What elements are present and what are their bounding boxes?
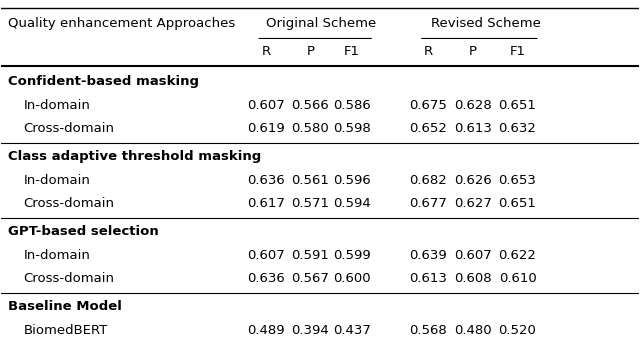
Text: 0.394: 0.394 [292, 324, 330, 337]
Text: In-domain: In-domain [24, 174, 91, 187]
Text: Cross-domain: Cross-domain [24, 197, 115, 210]
Text: 0.566: 0.566 [292, 98, 330, 112]
Text: 0.622: 0.622 [499, 249, 536, 262]
Text: 0.607: 0.607 [247, 98, 285, 112]
Text: 0.626: 0.626 [454, 174, 492, 187]
Text: Baseline Model: Baseline Model [8, 300, 122, 313]
Text: 0.632: 0.632 [499, 122, 536, 135]
Text: F1: F1 [344, 45, 360, 58]
Text: 0.599: 0.599 [333, 249, 371, 262]
Text: 0.568: 0.568 [410, 324, 447, 337]
Text: Quality enhancement Approaches: Quality enhancement Approaches [8, 18, 235, 30]
Text: 0.598: 0.598 [333, 122, 371, 135]
Text: Revised Scheme: Revised Scheme [431, 18, 541, 30]
Text: 0.639: 0.639 [410, 249, 447, 262]
Text: Cross-domain: Cross-domain [24, 122, 115, 135]
Text: Confident-based masking: Confident-based masking [8, 75, 199, 88]
Text: GPT-based selection: GPT-based selection [8, 225, 159, 238]
Text: 0.437: 0.437 [333, 324, 371, 337]
Text: 0.613: 0.613 [410, 272, 447, 285]
Text: 0.652: 0.652 [410, 122, 447, 135]
Text: 0.571: 0.571 [291, 197, 330, 210]
Text: Class adaptive threshold masking: Class adaptive threshold masking [8, 150, 261, 163]
Text: R: R [424, 45, 433, 58]
Text: 0.627: 0.627 [454, 197, 492, 210]
Text: 0.651: 0.651 [499, 197, 536, 210]
Text: BiomedBERT: BiomedBERT [24, 324, 108, 337]
Text: 0.651: 0.651 [499, 98, 536, 112]
Text: In-domain: In-domain [24, 98, 91, 112]
Text: 0.594: 0.594 [333, 197, 371, 210]
Text: P: P [469, 45, 477, 58]
Text: 0.591: 0.591 [291, 249, 330, 262]
Text: P: P [307, 45, 314, 58]
Text: 0.561: 0.561 [291, 174, 330, 187]
Text: 0.617: 0.617 [247, 197, 285, 210]
Text: 0.586: 0.586 [333, 98, 371, 112]
Text: In-domain: In-domain [24, 249, 91, 262]
Text: 0.610: 0.610 [499, 272, 536, 285]
Text: 0.613: 0.613 [454, 122, 492, 135]
Text: 0.628: 0.628 [454, 98, 492, 112]
Text: 0.567: 0.567 [291, 272, 330, 285]
Text: 0.636: 0.636 [247, 174, 285, 187]
Text: 0.653: 0.653 [499, 174, 536, 187]
Text: 0.608: 0.608 [454, 272, 492, 285]
Text: 0.677: 0.677 [410, 197, 447, 210]
Text: 0.600: 0.600 [333, 272, 371, 285]
Text: Cross-domain: Cross-domain [24, 272, 115, 285]
Text: 0.682: 0.682 [410, 174, 447, 187]
Text: Original Scheme: Original Scheme [266, 18, 377, 30]
Text: 0.480: 0.480 [454, 324, 492, 337]
Text: 0.619: 0.619 [247, 122, 285, 135]
Text: 0.596: 0.596 [333, 174, 371, 187]
Text: R: R [261, 45, 270, 58]
Text: 0.607: 0.607 [247, 249, 285, 262]
Text: 0.520: 0.520 [499, 324, 536, 337]
Text: 0.580: 0.580 [292, 122, 330, 135]
Text: 0.636: 0.636 [247, 272, 285, 285]
Text: 0.489: 0.489 [247, 324, 285, 337]
Text: F1: F1 [509, 45, 525, 58]
Text: 0.607: 0.607 [454, 249, 492, 262]
Text: 0.675: 0.675 [410, 98, 447, 112]
